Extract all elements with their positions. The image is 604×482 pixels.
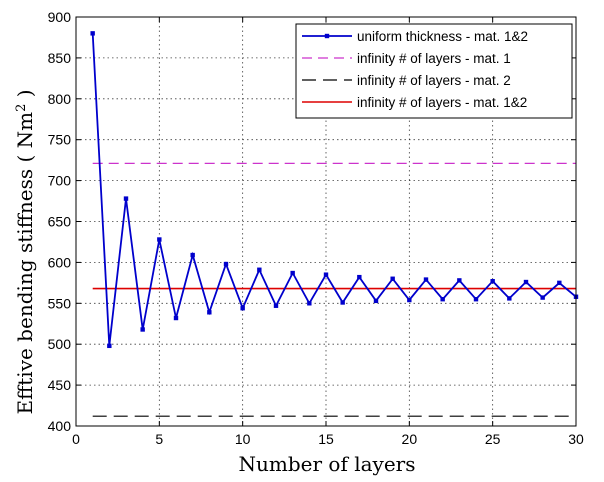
data-point (557, 280, 562, 286)
y-tick-label: 600 (48, 254, 72, 270)
data-point (323, 272, 329, 277)
y-tick-label: 400 (48, 418, 72, 434)
y-axis-label-exponent: 2 (14, 104, 29, 112)
data-point (273, 303, 279, 308)
x-tick-label: 30 (568, 431, 584, 447)
series-line-1 (91, 33, 577, 346)
data-point (107, 343, 112, 349)
x-tick-label: 0 (72, 431, 80, 447)
y-tick-label: 700 (48, 173, 72, 189)
data-point (423, 277, 429, 282)
data-point (390, 276, 395, 281)
data-point (223, 261, 229, 267)
data-point (240, 306, 245, 311)
data-point (190, 252, 195, 258)
y-tick-label: 450 (48, 377, 72, 393)
y-tick-label: 900 (48, 9, 72, 25)
data-point (340, 300, 345, 305)
data-point (507, 296, 512, 301)
data-point (357, 274, 362, 280)
data-point (440, 297, 445, 302)
data-point (257, 267, 262, 272)
y-axis-label-main: Efftive bending stiffness ( Nm (13, 112, 37, 415)
y-tick-label: 650 (48, 214, 72, 230)
legend-marker (324, 33, 330, 39)
data-point (490, 279, 495, 284)
data-point (457, 278, 462, 283)
data-point (373, 298, 379, 304)
data-point (90, 31, 95, 36)
y-tick-label: 750 (48, 132, 72, 148)
data-point (173, 315, 179, 321)
y-axis-label: Efftive bending stiffness ( Nm2 ) (13, 89, 37, 414)
y-tick-label: 550 (48, 295, 72, 311)
legend: uniform thickness - mat. 1&2 infinity # o… (295, 23, 573, 119)
y-tick-label: 850 (48, 50, 72, 66)
plot-series (90, 31, 579, 417)
data-point (540, 295, 545, 300)
x-tick-label: 15 (318, 431, 334, 447)
data-point (473, 297, 479, 302)
data-point (407, 297, 412, 303)
x-axis-label: Number of layers (239, 452, 416, 476)
data-point (140, 327, 145, 332)
legend-label-4: infinity # of layers - mat. 1&2 (357, 95, 527, 110)
y-tick-label: 800 (48, 91, 72, 107)
y-tick-label: 500 (48, 336, 72, 352)
x-tick-label: 20 (402, 431, 418, 447)
x-tick-label: 5 (155, 431, 163, 447)
legend-label-2: infinity # of layers - mat. 1 (357, 51, 511, 66)
data-point (157, 237, 162, 242)
y-axis-label-close: ) (13, 89, 37, 103)
x-tick-label: 25 (485, 431, 501, 447)
x-tick-label: 10 (235, 431, 251, 447)
data-point (290, 270, 295, 276)
data-point (123, 196, 129, 201)
data-point (307, 301, 312, 306)
axis-ticks: 0 5 10 15 20 25 30 400 450 500 550 600 650 700 750 800 8… (48, 9, 584, 447)
data-point (523, 279, 529, 285)
legend-label-3: infinity # of layers - mat. 2 (357, 73, 511, 88)
legend-label-1: uniform thickness - mat. 1&2 (357, 29, 528, 44)
data-point (207, 310, 212, 315)
